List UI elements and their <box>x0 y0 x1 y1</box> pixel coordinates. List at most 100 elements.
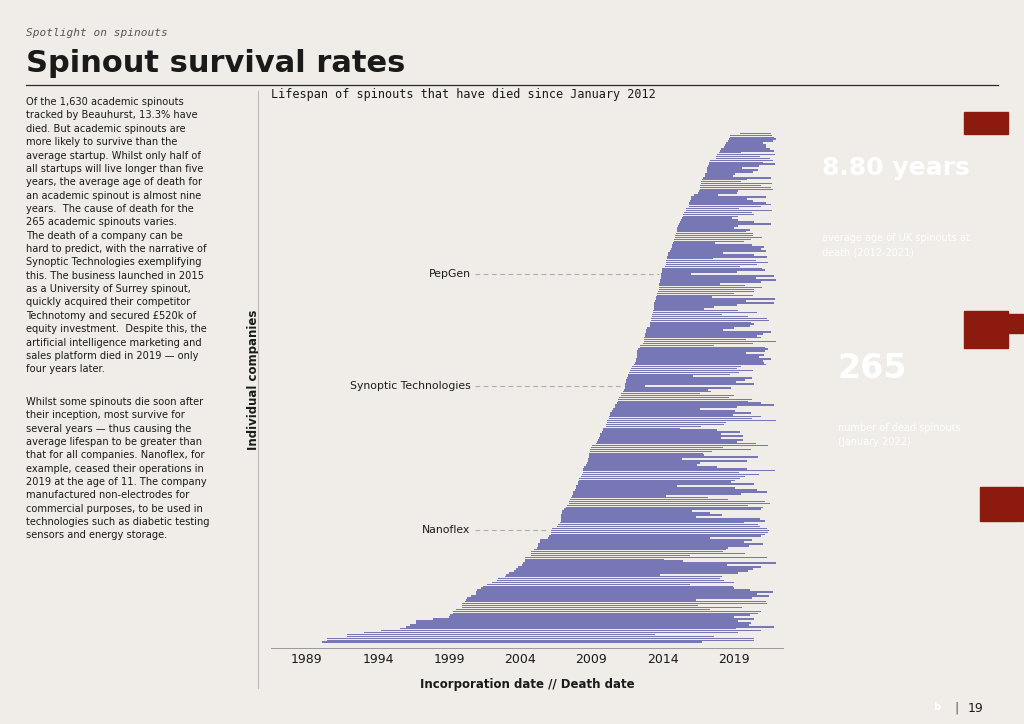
Bar <box>589 456 759 458</box>
Bar <box>540 539 752 541</box>
Bar <box>582 473 759 475</box>
Bar <box>707 171 754 173</box>
Text: PepGen: PepGen <box>428 269 470 279</box>
Bar <box>525 560 683 562</box>
Bar <box>416 622 752 623</box>
Bar <box>625 387 731 389</box>
Bar <box>574 489 757 491</box>
Bar <box>706 173 735 174</box>
Bar <box>603 429 718 431</box>
Bar <box>645 333 763 334</box>
Bar <box>465 601 766 602</box>
Bar <box>646 329 723 331</box>
Bar <box>686 208 738 209</box>
Bar <box>564 508 761 510</box>
Bar <box>607 421 726 424</box>
Bar <box>626 385 645 387</box>
Bar <box>676 233 753 235</box>
Bar <box>462 605 698 607</box>
Bar <box>650 324 754 325</box>
Bar <box>700 185 761 186</box>
Bar <box>600 433 721 435</box>
Bar <box>572 491 767 492</box>
Bar <box>400 628 736 629</box>
Bar <box>705 175 733 177</box>
Bar <box>476 592 773 593</box>
Bar <box>644 339 746 340</box>
Bar <box>592 445 768 447</box>
Text: Whilst some spinouts die soon after
their inception, most survive for
several ye: Whilst some spinouts die soon after thei… <box>26 397 209 541</box>
Bar <box>561 514 722 515</box>
Bar <box>686 210 772 211</box>
Bar <box>627 377 753 379</box>
Bar <box>561 520 765 521</box>
Bar <box>607 420 775 421</box>
Bar <box>658 289 755 290</box>
Bar <box>569 501 765 502</box>
Bar <box>671 251 766 252</box>
Bar <box>684 211 752 213</box>
Bar <box>699 188 773 190</box>
Bar <box>638 350 765 352</box>
Bar <box>654 308 705 310</box>
Bar <box>719 152 740 153</box>
Bar <box>597 441 736 442</box>
Bar <box>558 524 758 526</box>
Bar <box>665 266 739 267</box>
Bar <box>659 285 745 287</box>
Bar <box>456 609 710 610</box>
Bar <box>551 530 769 531</box>
Bar <box>451 615 750 616</box>
Text: 8.80 years: 8.80 years <box>822 156 970 180</box>
Bar <box>677 229 750 230</box>
Bar <box>611 411 735 412</box>
Bar <box>635 362 764 363</box>
Bar <box>638 348 768 350</box>
Bar <box>483 586 732 587</box>
Bar <box>562 510 691 512</box>
Bar <box>586 464 697 466</box>
Bar <box>717 153 775 156</box>
Bar <box>640 345 715 346</box>
Bar <box>654 304 737 306</box>
Bar <box>583 468 746 470</box>
Bar <box>729 137 774 138</box>
Bar <box>531 551 723 552</box>
Y-axis label: Individual companies: Individual companies <box>247 310 260 450</box>
Bar <box>671 248 762 250</box>
Bar <box>466 599 696 601</box>
Bar <box>579 481 731 483</box>
Bar <box>571 495 666 497</box>
Bar <box>518 566 761 568</box>
Bar <box>702 177 771 179</box>
Bar <box>610 412 751 413</box>
Bar <box>652 316 749 317</box>
Bar <box>677 231 745 232</box>
Bar <box>506 574 660 576</box>
Bar <box>701 181 741 182</box>
Bar <box>590 450 713 452</box>
Bar <box>540 542 743 543</box>
Bar <box>549 536 761 537</box>
Bar <box>668 256 767 258</box>
Bar <box>640 347 765 348</box>
Bar <box>590 449 752 450</box>
Bar <box>645 335 757 337</box>
Bar <box>327 639 754 641</box>
Bar <box>725 144 766 146</box>
Bar <box>675 235 753 236</box>
Bar <box>655 298 774 300</box>
Bar <box>663 268 762 269</box>
Bar <box>499 578 720 579</box>
Bar <box>628 376 693 377</box>
Bar <box>654 302 774 304</box>
Bar <box>660 279 776 281</box>
Bar <box>694 194 719 196</box>
Bar <box>672 245 752 246</box>
Bar <box>667 260 756 261</box>
Bar <box>637 356 760 358</box>
Bar <box>698 190 738 192</box>
Bar <box>591 447 723 448</box>
Bar <box>581 476 745 477</box>
Bar <box>724 146 766 148</box>
